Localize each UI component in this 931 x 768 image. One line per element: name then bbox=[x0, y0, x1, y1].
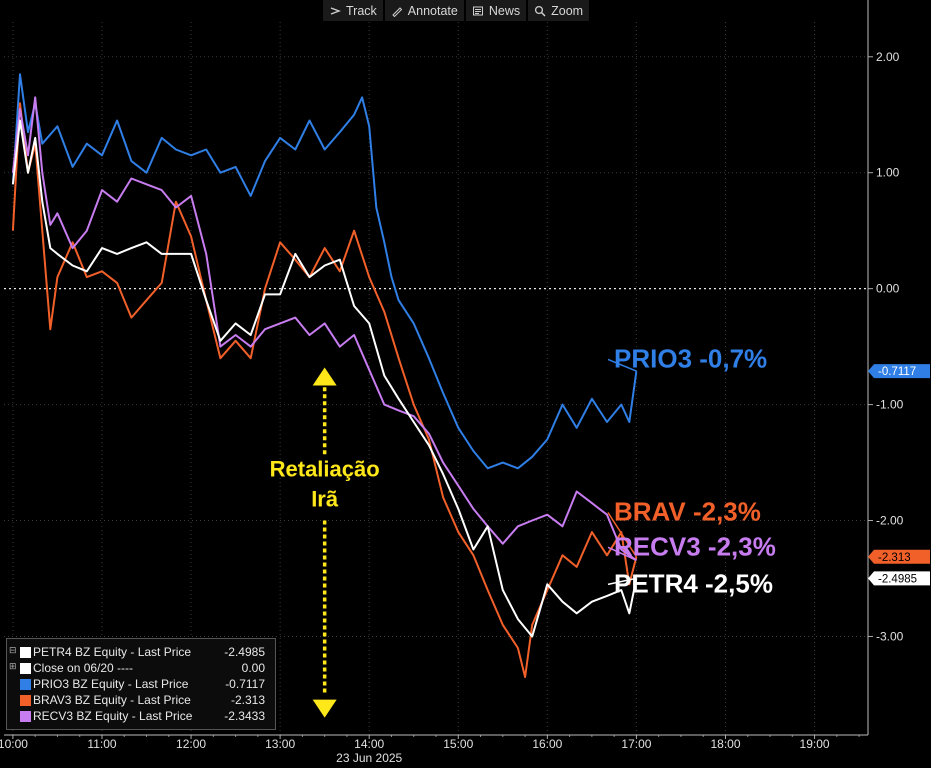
x-tick-label: 13:00 bbox=[265, 737, 295, 751]
last-value-badges: -0.7117 -2.313 -2.4985 bbox=[868, 364, 930, 586]
expand-icon[interactable]: ⊞ bbox=[9, 661, 17, 671]
news-icon bbox=[472, 6, 483, 15]
y-tick-label: 0.00 bbox=[876, 282, 900, 296]
legend-name: RECV3 BZ Equity - Last Price bbox=[33, 709, 193, 723]
last-value-badge-text: -2.4985 bbox=[878, 573, 917, 585]
legend-name: PRIO3 BZ Equity - Last Price bbox=[33, 677, 189, 691]
x-tick-label: 10:00 bbox=[0, 737, 28, 751]
event-arrow-head-up bbox=[312, 367, 337, 386]
news-label: News bbox=[488, 3, 521, 18]
series-label-connector bbox=[607, 358, 637, 372]
x-tick-label: 14:00 bbox=[354, 737, 384, 751]
x-axis-date-label: 23 Jun 2025 bbox=[336, 751, 402, 765]
chart-toolbar: Track Annotate News Zoom bbox=[323, 0, 590, 22]
legend-swatch bbox=[20, 711, 31, 722]
y-tick-label: -2.00 bbox=[876, 514, 904, 528]
track-icon bbox=[330, 6, 341, 15]
zoom-label: Zoom bbox=[551, 3, 584, 18]
x-tick-label: 17:00 bbox=[621, 737, 651, 751]
legend-value: -2.313 bbox=[230, 693, 265, 707]
annotate-label: Annotate bbox=[407, 3, 458, 18]
chart-annotations: Retaliação Irã PRIO3 -0,7% BRAV -2,3% RECV3 … bbox=[270, 343, 776, 718]
annotate-button[interactable]: Annotate bbox=[384, 0, 464, 21]
legend-name: Close on 06/20 ---- bbox=[33, 661, 134, 675]
x-tick-label: 11:00 bbox=[87, 737, 116, 751]
chart-legend[interactable]: ⊟ PETR4 BZ Equity - Last Price -2.4985 ⊞… bbox=[6, 638, 276, 730]
series-line-petr4 bbox=[11, 119, 638, 638]
y-tick-label: 2.00 bbox=[876, 50, 900, 64]
event-label-line2: Irã bbox=[311, 487, 339, 512]
x-tick-label: 12:00 bbox=[176, 737, 206, 751]
series-label-connector bbox=[607, 512, 638, 558]
legend-row: ⊟ PETR4 BZ Equity - Last Price -2.4985 bbox=[7, 645, 265, 660]
series-line-recv3 bbox=[11, 96, 637, 562]
x-tick-label: 18:00 bbox=[710, 737, 740, 751]
series-label-connector bbox=[607, 577, 637, 586]
zoom-button[interactable]: Zoom bbox=[528, 0, 590, 21]
pencil-icon bbox=[392, 6, 403, 17]
last-value-badge bbox=[868, 549, 930, 564]
legend-row: RECV3 BZ Equity - Last Price -2.3433 bbox=[7, 709, 265, 724]
series-end-label: PRIO3 -0,7% bbox=[614, 343, 767, 373]
last-value-badge bbox=[868, 364, 930, 379]
chart-grid bbox=[4, 22, 868, 735]
legend-value: -0.7117 bbox=[225, 677, 265, 691]
news-button[interactable]: News bbox=[465, 0, 527, 21]
legend-name: PETR4 BZ Equity - Last Price bbox=[33, 645, 192, 659]
track-label: Track bbox=[346, 3, 377, 18]
legend-swatch bbox=[20, 679, 31, 690]
series-end-label: BRAV -2,3% bbox=[614, 497, 761, 527]
chart-series bbox=[11, 73, 638, 678]
series-end-label: RECV3 -2,3% bbox=[614, 531, 776, 561]
legend-value: 0.00 bbox=[241, 661, 265, 675]
legend-name: BRAV3 BZ Equity - Last Price bbox=[33, 693, 191, 707]
y-tick-label: -1.00 bbox=[876, 398, 904, 412]
series-line-prio3 bbox=[11, 73, 638, 470]
event-arrow-head-down bbox=[312, 699, 337, 718]
legend-value: -2.3433 bbox=[224, 709, 265, 723]
legend-value: -2.4985 bbox=[224, 645, 265, 659]
legend-row: PRIO3 BZ Equity - Last Price -0.7117 bbox=[7, 677, 265, 692]
collapse-icon[interactable]: ⊟ bbox=[9, 645, 17, 655]
legend-swatch bbox=[20, 695, 31, 706]
last-value-badge-text: -0.7117 bbox=[878, 366, 916, 378]
chart-axes: 2.00 1.00 0.00 -1.00 -2.00 -3.00 10:00 11:00 12:… bbox=[0, 0, 904, 765]
x-tick-label: 16:00 bbox=[532, 737, 562, 751]
y-tick-label: -3.00 bbox=[876, 629, 904, 643]
series-label-connector bbox=[607, 546, 637, 562]
legend-swatch bbox=[20, 663, 31, 674]
track-button[interactable]: Track bbox=[323, 0, 383, 21]
event-label-line1: Retaliação bbox=[270, 456, 380, 481]
legend-row: BRAV3 BZ Equity - Last Price -2.313 bbox=[7, 693, 265, 708]
magnifier-icon bbox=[535, 5, 546, 17]
last-value-badge-text: -2.313 bbox=[878, 552, 911, 564]
x-tick-label: 15:00 bbox=[443, 737, 473, 751]
x-tick-label: 19:00 bbox=[800, 737, 830, 751]
last-value-badge bbox=[868, 571, 930, 586]
series-end-label: PETR4 -2,5% bbox=[614, 568, 773, 598]
legend-swatch bbox=[20, 647, 31, 658]
y-tick-label: 1.00 bbox=[876, 166, 900, 180]
legend-row: ⊞ Close on 06/20 ---- 0.00 bbox=[7, 661, 265, 676]
